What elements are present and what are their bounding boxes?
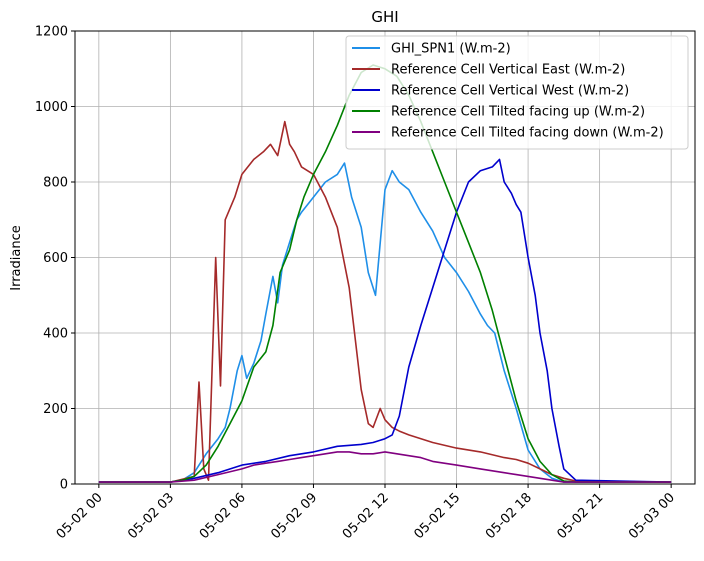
x-tick-label: 05-02 09 xyxy=(268,490,320,542)
y-tick-label: 1000 xyxy=(35,100,68,115)
y-tick-label: 600 xyxy=(43,251,68,266)
y-tick-label: 0 xyxy=(60,478,68,493)
y-tick-label: 400 xyxy=(43,327,68,342)
y-axis-label: Irradiance xyxy=(9,225,24,290)
legend-box xyxy=(345,35,689,150)
legend-label-2: Reference Cell Vertical East (W.m-2) xyxy=(391,63,625,78)
x-tick-label: 05-02 03 xyxy=(125,490,177,542)
x-tick-label: 05-02 21 xyxy=(555,490,607,542)
x-tick-label: 05-02 06 xyxy=(197,490,249,542)
series-line-5 xyxy=(98,451,672,483)
x-tick-label: 05-02 00 xyxy=(54,490,106,542)
x-tick-label: 05-02 18 xyxy=(483,490,535,542)
x-tick-label: 05-02 15 xyxy=(411,490,463,542)
legend: GHI_SPN1 (W.m-2) Reference Cell Vertical … xyxy=(345,35,689,150)
series-line-1 xyxy=(98,162,672,483)
y-tick-label: 1200 xyxy=(35,25,68,40)
series-line-3 xyxy=(98,158,672,483)
legend-label-5: Reference Cell Tilted facing down (W.m-2… xyxy=(391,126,664,141)
legend-label-4: Reference Cell Tilted facing up (W.m-2) xyxy=(391,105,645,120)
legend-label-1: GHI_SPN1 (W.m-2) xyxy=(391,42,511,57)
series-line-2 xyxy=(98,120,672,483)
chart-title: GHI xyxy=(371,8,398,26)
legend-label-3: Reference Cell Vertical West (W.m-2) xyxy=(391,84,629,99)
y-tick-label: 200 xyxy=(43,402,68,417)
x-tick-label: 05-02 12 xyxy=(340,490,392,542)
x-tick-label: 05-03 00 xyxy=(626,490,678,542)
y-tick-label: 800 xyxy=(43,176,68,191)
